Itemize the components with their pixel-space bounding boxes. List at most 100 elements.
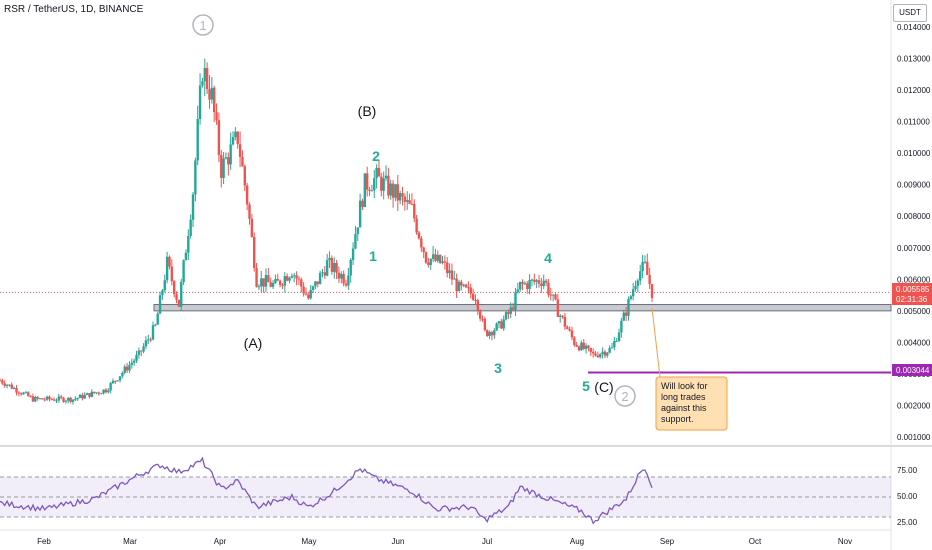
candle-body xyxy=(198,85,202,120)
candle-body xyxy=(401,193,404,197)
candle-body xyxy=(5,384,9,386)
candle-body xyxy=(610,347,614,349)
candle-body xyxy=(528,279,531,290)
candle-body xyxy=(48,396,51,400)
candle-body xyxy=(24,392,28,394)
candle-body xyxy=(208,89,211,100)
wave-1-circle xyxy=(192,14,214,36)
last-price-badge xyxy=(892,283,932,305)
candle-body xyxy=(125,366,129,371)
candle-body xyxy=(441,261,444,263)
time-tick-label: Oct xyxy=(749,537,762,546)
candle-body xyxy=(587,345,590,348)
candle-body xyxy=(413,203,416,219)
candle-body xyxy=(490,331,494,336)
candle-body xyxy=(622,312,625,321)
candle-body xyxy=(180,282,183,307)
target-price-badge xyxy=(892,364,932,376)
candle-body xyxy=(561,315,564,317)
candle-body xyxy=(530,279,534,281)
candle-body xyxy=(481,318,484,320)
candle-body xyxy=(533,279,536,282)
note-line-4: support. xyxy=(661,414,694,424)
candle-body xyxy=(222,158,225,178)
candle-body xyxy=(483,318,487,331)
candle-body xyxy=(50,399,53,401)
candle-body xyxy=(471,293,475,300)
candle-body xyxy=(137,350,141,355)
candle-body xyxy=(333,262,336,272)
candle-body xyxy=(646,261,649,275)
candle-body xyxy=(215,112,218,121)
candle-body xyxy=(81,394,84,399)
candle-body xyxy=(460,281,463,286)
wave-2-circle xyxy=(614,385,636,407)
note-line-3: against this xyxy=(661,403,707,413)
time-tick-label: Feb xyxy=(37,537,51,546)
candle-body xyxy=(394,184,397,198)
candle-body xyxy=(34,397,37,402)
support-zone[interactable] xyxy=(153,304,892,312)
candle-body xyxy=(580,342,583,351)
candle-body xyxy=(617,332,621,342)
candle-body xyxy=(431,254,435,259)
candle-body xyxy=(302,286,305,294)
candle-body xyxy=(123,366,126,373)
candle-body xyxy=(547,282,550,295)
candle-body xyxy=(356,227,359,234)
candle-body xyxy=(95,392,98,394)
candle-body xyxy=(88,393,91,397)
candle-body xyxy=(589,347,593,352)
candle-body xyxy=(104,389,108,393)
candle-body xyxy=(175,294,178,300)
candle-body xyxy=(318,273,322,285)
time-tick-label: Sep xyxy=(660,537,675,546)
candle-body xyxy=(154,324,157,326)
candle-body xyxy=(161,290,164,296)
candle-body xyxy=(330,257,334,272)
candle-body xyxy=(377,167,381,177)
candle-body xyxy=(130,362,134,365)
candle-body xyxy=(10,384,13,389)
candle-body xyxy=(516,289,520,293)
candle-body xyxy=(613,341,616,348)
candle-body xyxy=(12,387,16,389)
candle-body xyxy=(22,392,25,395)
price-tick-label: 0.004000 xyxy=(897,338,931,347)
candle-body xyxy=(422,247,425,253)
candle-body xyxy=(521,281,524,284)
candle-body xyxy=(168,256,171,267)
candle-body xyxy=(344,283,348,286)
candle-body xyxy=(255,267,258,287)
currency-label[interactable]: USDT xyxy=(893,4,927,22)
price-axis[interactable]: 0.014000 0.013000 0.012000 0.011000 0.010000… xyxy=(897,23,931,442)
candle-body xyxy=(109,383,112,391)
candle-body xyxy=(354,233,357,249)
candle-body xyxy=(52,399,56,401)
wave-C-label: (C) xyxy=(594,379,613,395)
candle-body xyxy=(248,204,251,219)
candle-body xyxy=(311,286,315,290)
wave-A-label: (A) xyxy=(244,335,263,351)
candle-body xyxy=(196,119,199,161)
candle-body xyxy=(264,275,268,287)
candle-body xyxy=(514,292,517,310)
candle-body xyxy=(250,218,254,237)
note-box[interactable] xyxy=(655,376,728,431)
candle-body xyxy=(210,87,214,100)
candle-body xyxy=(361,200,364,208)
candle-body xyxy=(511,307,515,310)
candle-body xyxy=(340,273,343,279)
candle-body xyxy=(97,392,101,394)
candle-body xyxy=(420,238,423,248)
candle-body xyxy=(170,266,174,282)
candle-body xyxy=(544,280,548,283)
candle-body xyxy=(410,203,414,205)
candle-body xyxy=(509,307,512,314)
candle-body xyxy=(429,258,432,265)
candle-body xyxy=(304,293,308,295)
candle-body xyxy=(17,392,21,394)
candle-body xyxy=(382,178,385,191)
time-axis[interactable]: Feb Mar Apr May Jun Jul Aug Sep Oct Nov xyxy=(37,537,852,546)
